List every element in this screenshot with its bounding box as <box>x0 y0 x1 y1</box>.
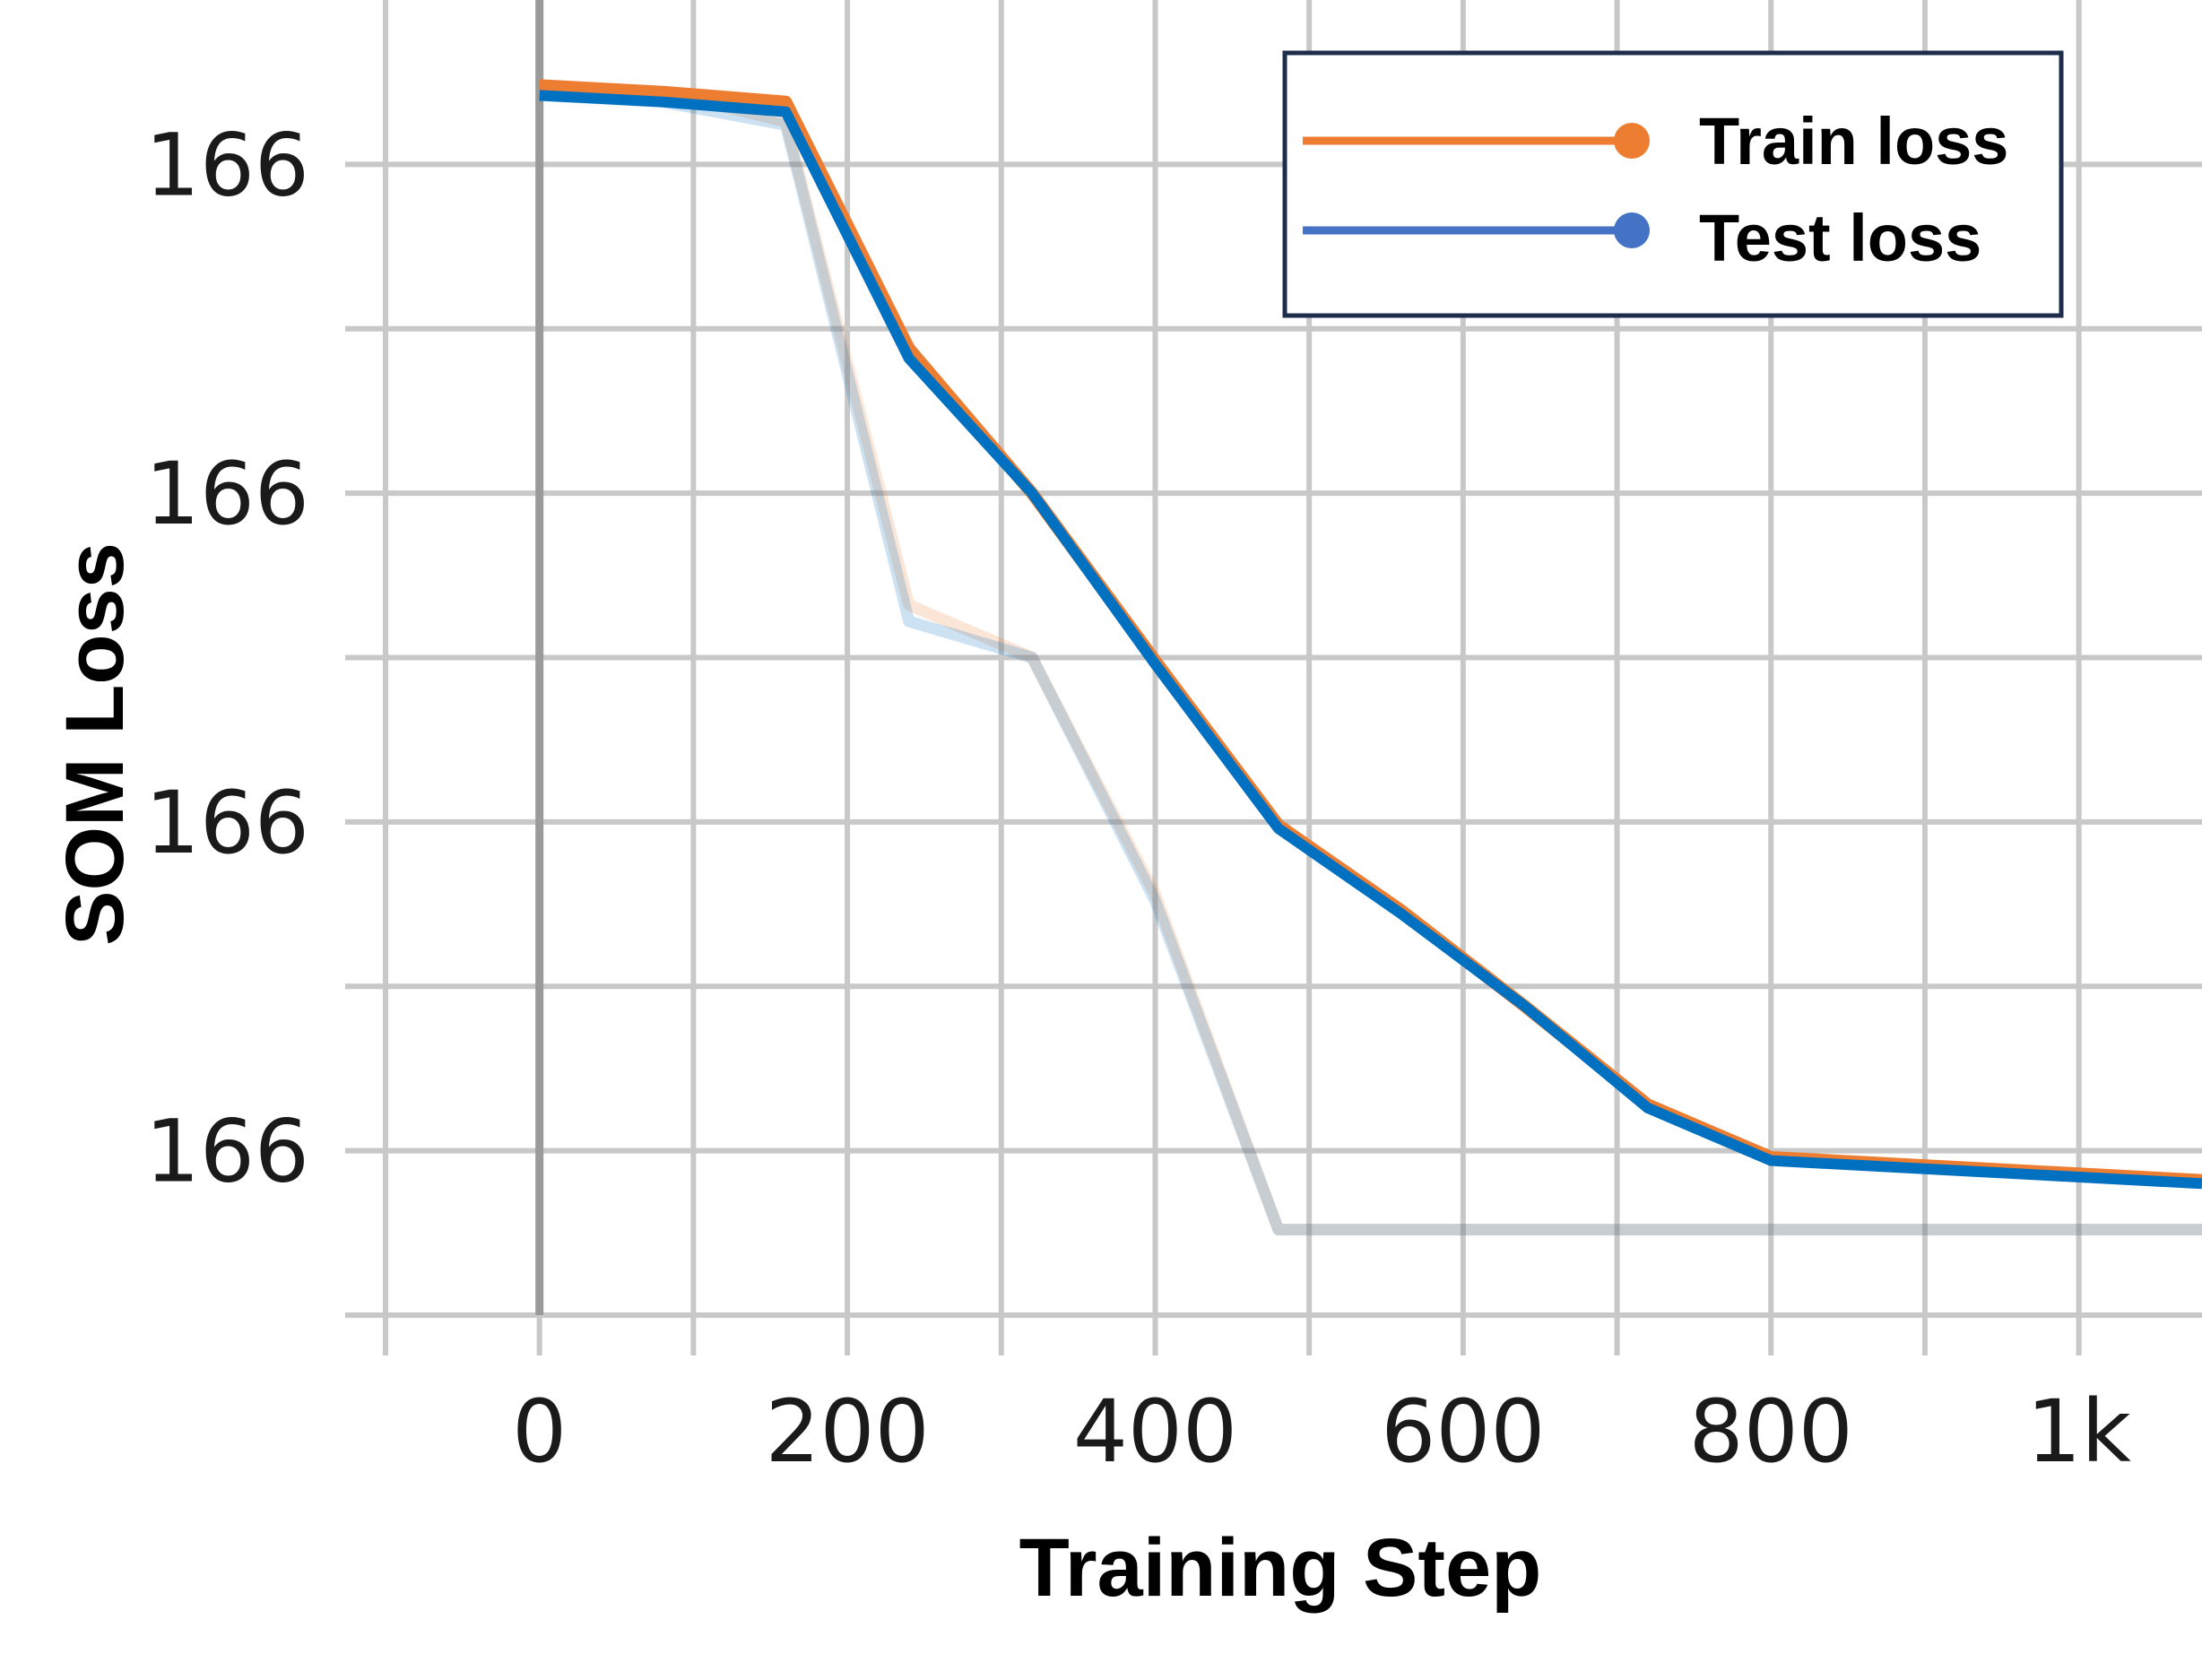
legend-label-test: Test loss <box>1699 201 1981 275</box>
x-tick-label: 600 <box>1381 1381 1545 1482</box>
y-tick-labels: 166 166 166 166 <box>145 115 309 1201</box>
x-tick-label: 0 <box>512 1381 567 1482</box>
y-axis-title: SOM Loss <box>49 542 141 946</box>
y-tick-label: 166 <box>145 115 309 215</box>
legend-box <box>1282 50 2064 318</box>
x-tick-label: 200 <box>765 1381 929 1482</box>
series-lines <box>539 79 2202 1190</box>
y-tick-label: 166 <box>145 444 309 544</box>
x-tick-label: 800 <box>1689 1381 1853 1482</box>
legend-label-train: Train loss <box>1699 104 2008 178</box>
legend-marker-test <box>1614 212 1650 248</box>
x-tick-label: 400 <box>1073 1381 1237 1482</box>
x-tick-labels: 0 200 400 600 800 1k <box>512 1381 2131 1482</box>
x-axis-title: Training Step <box>1019 1522 1542 1614</box>
y-tick-label: 166 <box>145 773 309 873</box>
legend: Train loss Test loss <box>1282 50 2064 318</box>
y-tick-label: 166 <box>145 1102 309 1202</box>
series-line-test <box>539 90 2202 1190</box>
x-tick-label: 1k <box>2026 1381 2131 1482</box>
legend-marker-train <box>1614 123 1650 159</box>
